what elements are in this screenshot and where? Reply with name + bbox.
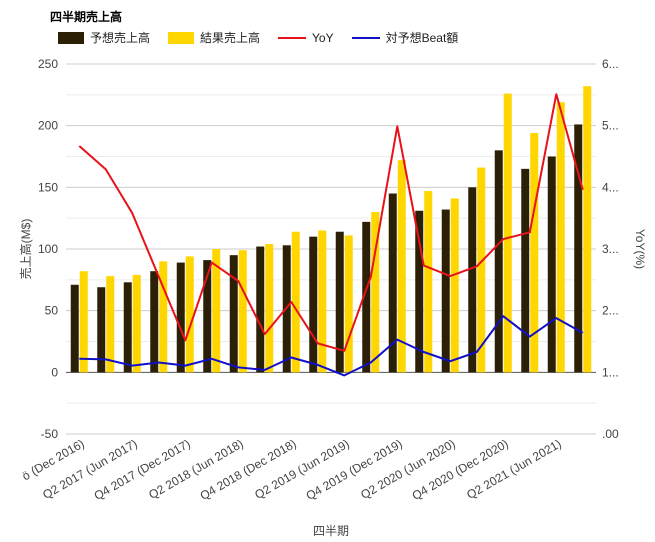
y2-tick-label: 2... (602, 304, 619, 318)
bar-forecast (309, 236, 318, 373)
legend-swatch-actual (168, 31, 195, 44)
x-tick-label: Q2 2021 (Jun 2021) (464, 436, 563, 501)
bar-forecast (468, 187, 477, 373)
legend-item-actual[interactable]: 結果売上高 (168, 29, 260, 46)
bar-forecast (441, 209, 450, 373)
x-tick-label: Q2 2017 (Jun 2017) (40, 436, 139, 501)
y2-tick-label: .00 (602, 427, 619, 441)
bar-forecast (203, 260, 212, 373)
bar-actual (185, 256, 194, 373)
legend-item-forecast[interactable]: 予想売上高 (58, 29, 150, 46)
bar-actual (556, 102, 565, 373)
y-tick-label: 50 (45, 304, 59, 318)
bar-actual (450, 198, 459, 373)
bar-actual (503, 93, 512, 373)
bar-actual (132, 274, 141, 373)
bar-forecast (176, 262, 185, 373)
bar-actual (106, 276, 115, 373)
bar-forecast (229, 255, 238, 373)
x-tick-label: Q2 2020 (Jun 2020) (358, 436, 457, 501)
y2-tick-label: 5... (602, 119, 619, 133)
bar-forecast (574, 124, 583, 373)
bar-actual (318, 230, 327, 373)
bar-forecast (362, 221, 371, 373)
bar-actual (397, 160, 406, 373)
y2-axis-title: YoY(%) (633, 229, 647, 269)
x-axis-title: 四半期 (313, 524, 349, 538)
grid-lines (66, 63, 596, 435)
bar-forecast (335, 231, 344, 373)
y2-tick-label: 4... (602, 180, 619, 194)
y-tick-label: 150 (38, 180, 58, 194)
bar-actual (265, 244, 274, 373)
bar-forecast (494, 150, 503, 373)
legend-swatch-forecast (58, 31, 84, 44)
bar-actual (212, 249, 221, 373)
y2-tick-label: 6... (602, 57, 619, 71)
chart-legend: 予想売上高 結果売上高 YoY 対予想Beat額 (58, 29, 458, 46)
legend-item-yoy[interactable]: YoY (278, 31, 334, 45)
line-series (78, 93, 584, 377)
x-tick-label: Q4 2020 (Dec 2020) (410, 436, 511, 502)
bar-actual (238, 250, 247, 373)
beat-line (79, 315, 584, 377)
bar-actual (530, 133, 539, 373)
y2-tick-label: 3... (602, 242, 619, 256)
bar-forecast (547, 156, 556, 373)
bar-forecast (123, 282, 132, 373)
bar-forecast (97, 287, 106, 373)
legend-item-beat[interactable]: 対予想Beat額 (351, 29, 459, 46)
y-tick-label: 200 (38, 119, 58, 133)
x-tick-label: Q4 2019 (Dec 2019) (304, 436, 405, 502)
bar-forecast (150, 271, 159, 373)
legend-swatch-yoy (278, 36, 307, 39)
x-tick-label: Q2 2018 (Jun 2018) (146, 436, 245, 501)
legend-swatch-beat (351, 36, 380, 39)
legend-label-yoy: YoY (312, 30, 334, 45)
bar-forecast (415, 210, 424, 373)
bar-forecast (521, 168, 530, 373)
chart-title: 四半期売上高 (50, 10, 123, 24)
x-tick-label: Q4 2017 (Dec 2017) (92, 436, 193, 502)
bar-actual (291, 231, 300, 373)
bar-series (70, 86, 592, 373)
bar-forecast (256, 246, 265, 373)
y-tick-label: 0 (51, 365, 58, 379)
x-tick-label: Q4 2018 (Dec 2018) (198, 436, 299, 502)
bar-actual (424, 191, 433, 373)
y-tick-label: 100 (38, 242, 58, 256)
legend-label-forecast: 予想売上高 (90, 31, 151, 45)
bar-forecast (388, 193, 397, 373)
y2-tick-label: 1... (602, 365, 619, 379)
y-tick-label: 250 (38, 57, 58, 71)
bar-actual (159, 261, 168, 373)
bar-forecast (70, 284, 79, 373)
yoy-line (78, 93, 584, 352)
legend-label-beat: 対予想Beat額 (385, 31, 459, 45)
y-axis-title: 売上高(M$) (18, 219, 33, 280)
x-tick-label: Q2 2019 (Jun 2019) (252, 436, 351, 501)
bar-actual (371, 212, 380, 373)
y-tick-label: -50 (41, 427, 59, 441)
bar-actual (79, 271, 88, 373)
legend-label-actual: 結果売上高 (200, 31, 261, 45)
bar-actual (583, 86, 592, 373)
bar-actual (477, 167, 486, 373)
bar-actual (344, 235, 353, 373)
